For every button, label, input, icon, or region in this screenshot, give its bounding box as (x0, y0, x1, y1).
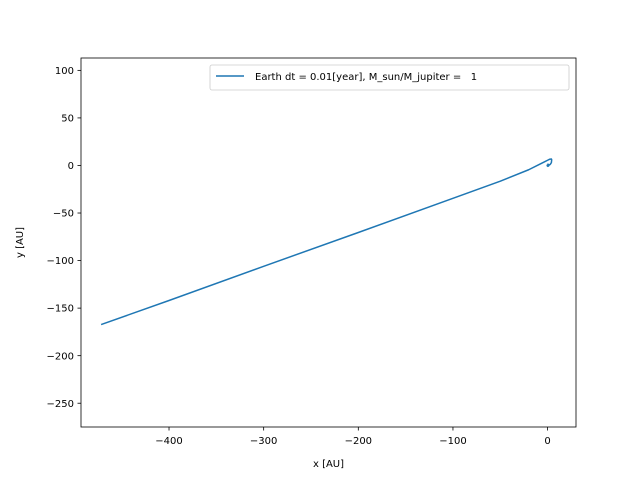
series-layer (100, 158, 553, 326)
y-tick-label: 50 (61, 114, 74, 125)
series-line-0 (100, 158, 553, 326)
y-tick-label: 100 (55, 66, 74, 77)
y-tick-label: 0 (68, 161, 74, 172)
y-tick-label: −150 (47, 304, 74, 315)
y-tick-label: −250 (47, 399, 74, 410)
y-tick-label: −200 (47, 351, 74, 362)
y-tick-label: −100 (47, 256, 74, 267)
legend-label: Earth dt = 0.01[year], M_sun/M_jupiter =… (255, 72, 477, 83)
plot-area: −400 −300 −200 −100 0 100 50 0 −50 −100 −150 −200 −2… (47, 57, 577, 447)
x-tick-label: −200 (345, 436, 372, 447)
x-tick-label: −300 (250, 436, 277, 447)
y-axis-label: y [AU] (15, 227, 26, 258)
x-tick-label: −100 (439, 436, 466, 447)
y-tick-label: −50 (53, 209, 74, 220)
ticks-layer: −400 −300 −200 −100 0 100 50 0 −50 −100 −150 −200 −2… (47, 66, 551, 447)
legend-box (209, 64, 570, 91)
x-tick-label: −400 (155, 436, 182, 447)
x-axis-label: x [AU] (313, 459, 344, 470)
legend: Earth dt = 0.01[year], M_sun/M_jupiter =… (209, 64, 570, 91)
x-tick-label: 0 (544, 436, 550, 447)
axes-frame (80, 57, 577, 428)
